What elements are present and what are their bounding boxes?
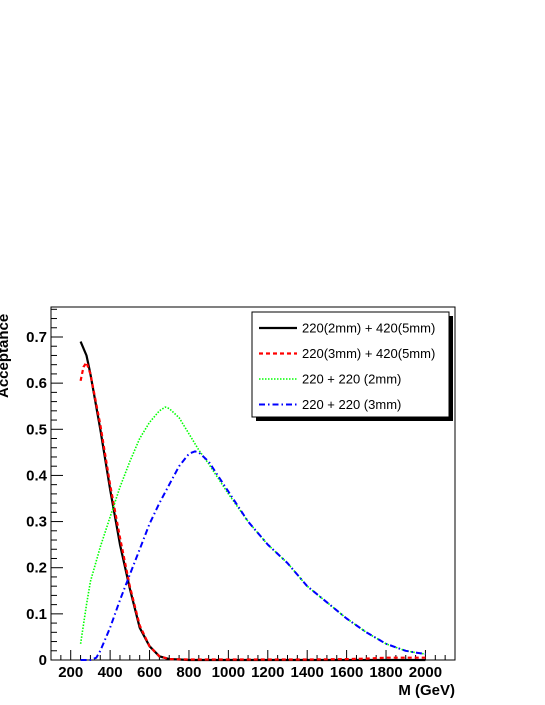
y-axis: 0 0.1 0.2 0.3 0.4 0.5 0.6 0.7 [26,308,63,669]
x-tick-label: 400 [98,664,123,681]
x-tick-label: 1600 [330,664,363,681]
y-tick-label: 0.7 [26,329,47,346]
y-axis-title: Acceptance [0,314,12,398]
legend-label-3: 220 + 220 (2mm) [302,372,401,387]
x-tick-label: 600 [137,664,162,681]
series-line-2 [79,361,426,661]
y-tick-label: 0.4 [26,467,48,484]
x-axis-title: M (GeV) [398,682,455,699]
legend-label-2: 220(3mm) + 420(5mm) [302,346,435,361]
legend-label-1: 220(2mm) + 420(5mm) [302,321,435,336]
series-line-4 [80,450,426,661]
legend-label-4: 220 + 220 (3mm) [302,397,401,412]
series-line-3 [79,406,426,655]
x-tick-label: 1200 [251,664,284,681]
legend-box [251,311,450,418]
x-tick-label: 2000 [409,664,442,681]
x-tick-label: 800 [176,664,201,681]
x-tick-label: 1000 [212,664,245,681]
y-tick-label: 0.1 [26,606,47,623]
y-tick-label: 0.5 [26,421,47,438]
series-group [79,341,426,662]
x-tick-label: 1400 [291,664,324,681]
y-tick-label: 0.2 [26,560,47,577]
x-tick-label: 200 [58,664,83,681]
x-axis: 200 400 600 800 1000 1200 1400 1600 1800 2000 [50,650,446,681]
x-tick-label: 1800 [369,664,402,681]
y-tick-label: 0.6 [26,375,47,392]
legend: 220(2mm) + 420(5mm) 220(3mm) + 420(5mm) 22… [251,311,453,421]
y-tick-label: 0 [39,652,47,669]
y-tick-label: 0.3 [26,514,47,531]
